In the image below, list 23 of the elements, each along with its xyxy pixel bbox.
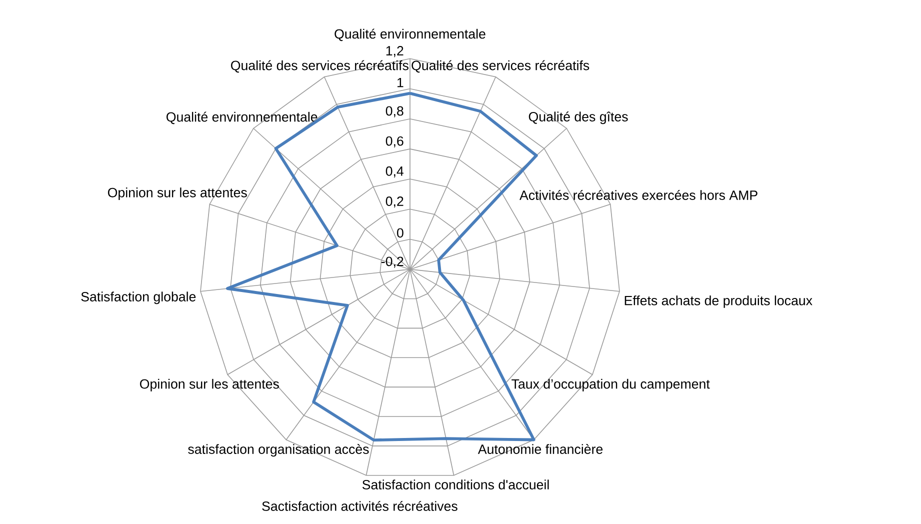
spoke-label: satisfaction organisation accès (188, 444, 369, 457)
spoke-label: Autonomie financière (478, 444, 603, 454)
y-tick-label: 1 (398, 78, 404, 88)
spoke-label: Opinion sur les attentes (108, 188, 247, 200)
spoke-label: Qualité des gîtes (528, 112, 628, 124)
spoke-label: Satisfaction globale (81, 292, 196, 304)
spoke-label: Qualité des services récréatifs (412, 60, 590, 73)
y-tick-label: 1,2 (386, 46, 404, 58)
y-tick-label: 0,6 (386, 136, 404, 148)
spoke-label: Effets achats de produits locaux (624, 295, 812, 308)
spoke-label: Opinion sur les attentes (140, 378, 279, 392)
y-tick-label: 0,2 (386, 196, 404, 208)
spoke-label: Qualité des services récréatifs (231, 60, 408, 73)
y-tick-label: 0,8 (386, 106, 404, 118)
spoke-label: Sactisfaction activités récréatives (262, 500, 458, 511)
y-tick-label: -0,2 (382, 256, 404, 268)
spoke-label: Taux d’occupation du campement (512, 378, 710, 392)
spoke-label: Satisfaction conditions d'accueil (362, 480, 549, 490)
y-tick-label: 0 (397, 228, 404, 238)
spoke-label: Activités récréatives exercées hors AMP (520, 190, 758, 200)
spoke-label: Qualité environnementale (166, 112, 318, 124)
y-tick-label: 0,4 (386, 166, 404, 178)
spoke-label: Qualité environnementale (334, 28, 486, 42)
